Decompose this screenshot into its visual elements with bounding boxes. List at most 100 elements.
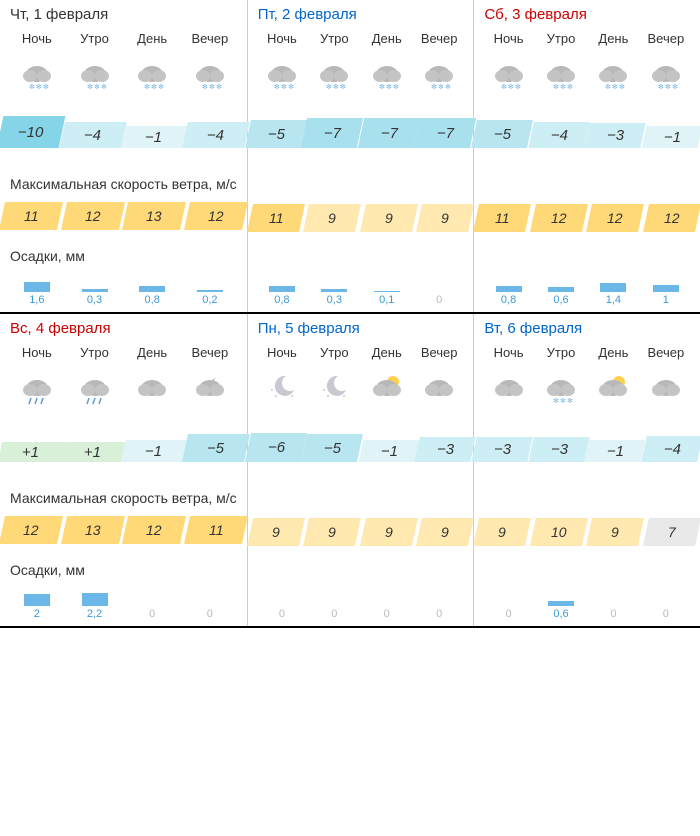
temperature-value: −3 <box>528 437 590 462</box>
temperature-value: −3 <box>414 437 476 462</box>
wind-value: 13 <box>122 202 186 230</box>
weather-icons: ✻✻✻ <box>474 368 700 408</box>
svg-text:✻: ✻ <box>386 83 392 91</box>
precip-value: 1 <box>640 285 692 306</box>
temperature-value: −6 <box>245 433 308 462</box>
day-title: Вс, 4 февраля <box>0 314 247 341</box>
weather-icon: ✻✻✻ <box>8 54 66 94</box>
temperature-row: +1+1−1−5 <box>0 426 247 462</box>
weather-icons: ✻✻✻✻✻✻✻✻✻✻✻✻ <box>474 54 700 94</box>
precip-value: 1,6 <box>8 282 66 306</box>
wind-value: 12 <box>122 516 186 544</box>
day-title: Сб, 3 февраля <box>474 0 700 27</box>
wind-value: 7 <box>643 518 700 546</box>
period-labels: НочьУтроДеньВечер <box>0 27 247 50</box>
precip-value: 0 <box>587 608 639 620</box>
precip-value: 0 <box>181 608 239 620</box>
wind-value: 13 <box>61 516 125 544</box>
precip-row: 1,60,30,80,2 <box>0 282 247 312</box>
period-labels: НочьУтроДеньВечер <box>0 341 247 364</box>
wind-row: 11121212 <box>474 204 700 232</box>
weather-icon: ✻✻✻ <box>66 54 124 94</box>
precip-row: 0,80,30,10 <box>248 282 474 312</box>
precip-row: 22,200 <box>0 596 247 626</box>
weather-icon <box>8 368 66 408</box>
svg-text:✻: ✻ <box>560 83 566 91</box>
period-labels: НочьУтроДеньВечер <box>248 27 474 50</box>
precip-section-label: Осадки, мм <box>0 544 247 596</box>
precip-value: 0,2 <box>181 290 239 306</box>
precip-value: 0,3 <box>308 289 360 306</box>
svg-text:✻: ✻ <box>94 83 100 91</box>
period-label: Ночь <box>8 27 66 50</box>
precip-value: 0,6 <box>535 287 587 306</box>
period-label: Вечер <box>413 27 465 50</box>
day-column: Пт, 2 февраляНочьУтроДеньВечер✻✻✻✻✻✻✻✻✻✻… <box>248 0 475 312</box>
precip-value: 0 <box>413 608 465 620</box>
temperature-value: −3 <box>585 123 647 148</box>
weather-icon <box>123 368 181 408</box>
period-labels: НочьУтроДеньВечер <box>248 341 474 364</box>
svg-text:✻: ✻ <box>333 83 339 91</box>
temperature-value: −1 <box>121 126 187 148</box>
weather-icon: ✻✻✻ <box>482 54 534 94</box>
wind-value: 9 <box>303 518 361 546</box>
precip-value: 0,8 <box>123 286 181 306</box>
period-label: День <box>587 341 639 364</box>
weather-icon: ✻✻✻ <box>361 54 413 94</box>
svg-text:✻: ✻ <box>605 83 611 91</box>
weather-icon: ✻✻✻ <box>535 54 587 94</box>
temperature-value: −1 <box>585 440 646 462</box>
wind-row: 11121312 <box>0 202 247 230</box>
period-label: Утро <box>535 27 587 50</box>
wind-section-label: Максимальная скорость ветра, м/с <box>0 462 247 516</box>
temperature-value: +1 <box>0 442 64 462</box>
svg-text:✻: ✻ <box>101 83 107 91</box>
precip-value: 0 <box>413 294 465 306</box>
weather-icon: ✻✻✻ <box>308 54 360 94</box>
svg-text:✻: ✻ <box>438 83 444 91</box>
weather-icons <box>248 368 474 408</box>
weather-icons: ✻✻✻✻✻✻✻✻✻✻✻✻ <box>0 54 247 94</box>
wind-value: 12 <box>184 202 248 230</box>
svg-text:✻: ✻ <box>553 397 559 405</box>
precip-value: 0,3 <box>66 289 124 306</box>
svg-text:✻: ✻ <box>567 83 573 91</box>
temperature-value: −5 <box>301 434 363 462</box>
svg-text:✻: ✻ <box>515 83 521 91</box>
temperature-value: −10 <box>0 116 65 148</box>
period-label: Ночь <box>482 27 534 50</box>
wind-value: 11 <box>0 202 63 230</box>
wind-value: 9 <box>303 204 361 232</box>
svg-text:✻: ✻ <box>658 83 664 91</box>
svg-text:✻: ✻ <box>29 83 35 91</box>
precip-row: 0000 <box>248 596 474 626</box>
wind-row: 91097 <box>474 518 700 546</box>
svg-text:✻: ✻ <box>445 83 451 91</box>
period-label: Вечер <box>640 27 692 50</box>
forecast-row: Вс, 4 февраляНочьУтроДеньВечер +1+1−1−5Ма… <box>0 314 700 628</box>
precip-value: 0 <box>308 608 360 620</box>
weather-icon: ✻✻✻ <box>535 368 587 408</box>
precip-value: 0 <box>640 608 692 620</box>
wind-value: 9 <box>360 518 418 546</box>
svg-text:✻: ✻ <box>340 83 346 91</box>
svg-text:✻: ✻ <box>619 83 625 91</box>
wind-value: 12 <box>61 202 125 230</box>
weather-icon <box>361 368 413 408</box>
svg-text:✻: ✻ <box>274 83 280 91</box>
period-label: День <box>123 341 181 364</box>
weather-icon <box>66 368 124 408</box>
precip-value: 2 <box>8 594 66 620</box>
precip-value: 0,1 <box>361 291 413 306</box>
svg-text:✻: ✻ <box>379 83 385 91</box>
period-label: Утро <box>66 27 124 50</box>
wind-value: 10 <box>530 518 588 546</box>
day-column: Вс, 4 февраляНочьУтроДеньВечер +1+1−1−5Ма… <box>0 314 248 626</box>
svg-text:✻: ✻ <box>326 83 332 91</box>
precip-value: 0 <box>256 608 308 620</box>
wind-value: 9 <box>586 518 644 546</box>
precip-row: 0,80,61,41 <box>474 282 700 312</box>
period-label: Утро <box>308 341 360 364</box>
precip-value: 0,8 <box>256 286 308 306</box>
